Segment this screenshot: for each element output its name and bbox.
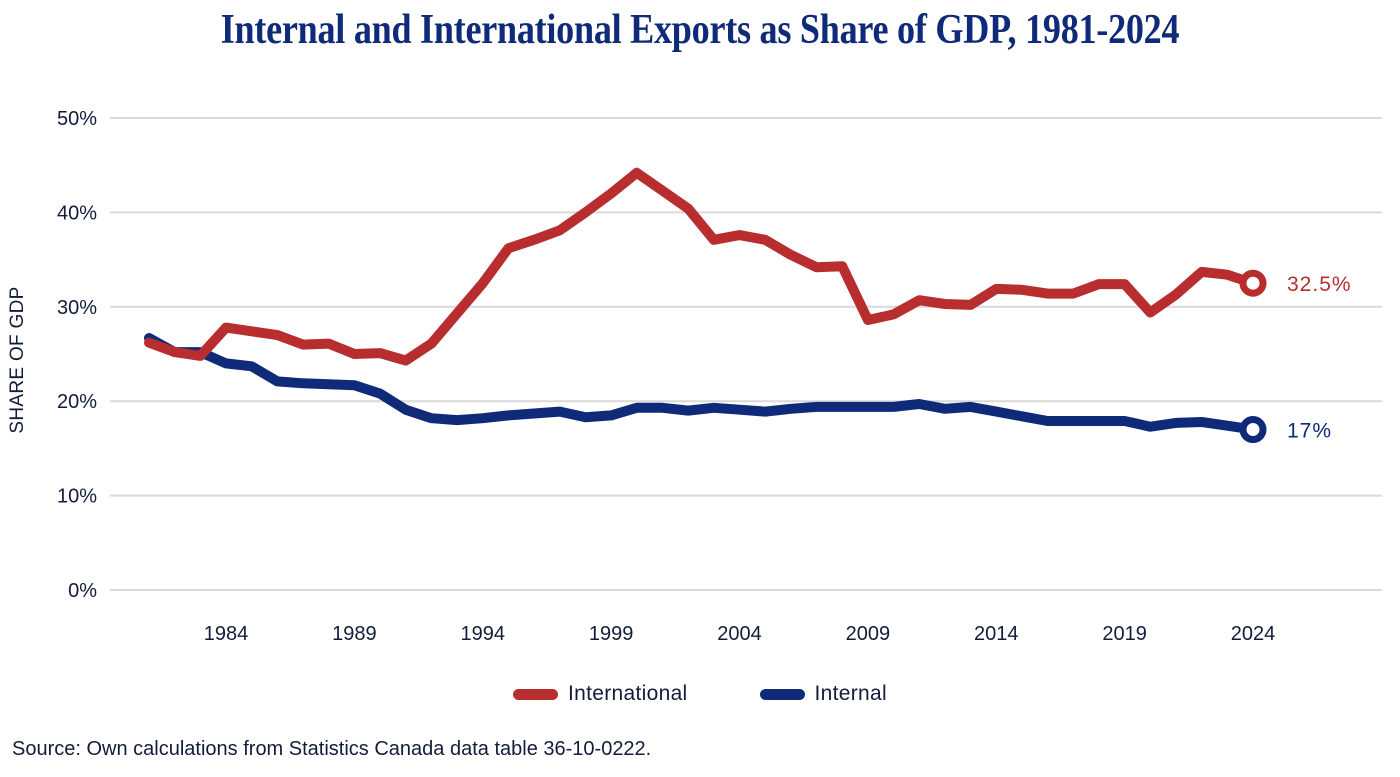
x-tick-label: 2014 <box>974 623 1019 645</box>
end-marker-internal <box>1239 416 1267 444</box>
y-tick-label: 20% <box>57 391 97 413</box>
x-tick-label: 1999 <box>589 623 634 645</box>
end-marker-international <box>1239 269 1267 297</box>
y-tick-label: 40% <box>57 202 97 224</box>
series-line-internal <box>144 333 1258 435</box>
x-axis-ticks: 1984 1989 1994 1999 2004 2009 2014 2019 2024 <box>204 623 1275 645</box>
legend-label-international: International <box>568 682 688 705</box>
legend-item-international[interactable]: International <box>513 682 687 706</box>
x-tick-label: 2009 <box>846 623 891 645</box>
y-tick-label: 50% <box>57 108 97 130</box>
chart-title: Internal and International Exports as Sh… <box>220 7 1180 53</box>
legend-item-internal[interactable]: Internal <box>759 682 887 706</box>
y-tick-label: 30% <box>57 297 97 319</box>
x-tick-label: 1984 <box>204 623 249 645</box>
end-label-international: 32.5% <box>1287 273 1352 296</box>
y-tick-label: 0% <box>68 580 97 602</box>
gridlines <box>110 117 1382 591</box>
x-tick-label: 1994 <box>461 623 506 645</box>
x-tick-label: 2004 <box>717 623 762 645</box>
source-note: Source: Own calculations from Statistics… <box>12 738 652 760</box>
end-markers: 32.5% 17% <box>1239 269 1352 444</box>
legend-swatch-internal <box>759 688 805 700</box>
x-tick-label: 2019 <box>1102 623 1147 645</box>
series-lines <box>144 167 1258 435</box>
end-label-internal: 17% <box>1287 420 1332 443</box>
legend-swatch-international <box>513 688 559 700</box>
x-tick-label: 1989 <box>332 623 377 645</box>
x-tick-label: 2024 <box>1231 623 1276 645</box>
legend: International Internal <box>0 682 1400 706</box>
y-axis-title: SHARE OF GDP <box>7 286 28 433</box>
legend-label-internal: Internal <box>814 682 887 705</box>
series-line-international <box>144 167 1258 366</box>
y-tick-label: 10% <box>57 486 97 508</box>
y-axis-ticks: 0% 10% 20% 30% 40% 50% <box>57 108 97 602</box>
